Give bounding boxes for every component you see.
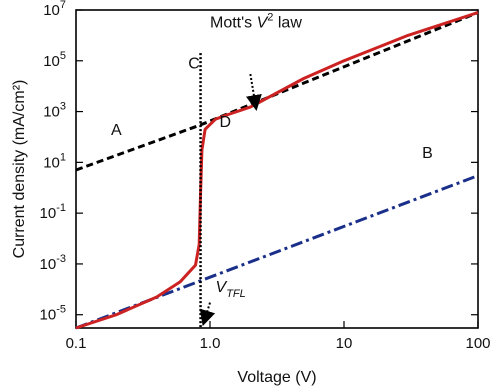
y-tick-label: 103 — [43, 101, 66, 121]
series-line-red — [76, 13, 478, 329]
annotation-layer: A B C D Mott's V2 law VTFL — [111, 12, 433, 323]
y-axis-title: Current density (mA/cm²) — [11, 80, 28, 259]
annotation-d: D — [219, 114, 231, 131]
series-layer — [76, 13, 478, 329]
x-tick-label: 1.0 — [200, 335, 221, 352]
vtfl-label: VTFL — [216, 279, 246, 300]
y-tick-label: 10-1 — [40, 202, 66, 222]
y-tick-label: 105 — [43, 50, 66, 70]
y-axis: 10-5 10-3 10-1 101 103 105 107 — [40, 0, 478, 324]
annotation-a: A — [111, 122, 122, 139]
annotation-b: B — [422, 145, 433, 162]
annotation-c: C — [188, 55, 200, 72]
y-tick-label: 10-3 — [40, 253, 66, 273]
x-axis-title: Voltage (V) — [237, 369, 316, 386]
y-tick-label: 101 — [43, 151, 66, 171]
mott-law-label: Mott's V2 law — [210, 12, 302, 32]
y-tick-label: 10-5 — [40, 304, 66, 324]
x-tick-label: 0.1 — [66, 335, 87, 352]
x-tick-label: 10 — [336, 335, 353, 352]
vtfl-arrow — [204, 303, 210, 323]
y-tick-label: 107 — [43, 0, 66, 19]
x-axis: 0.1 1.0 10 100 — [66, 321, 491, 352]
plot-frame — [76, 10, 478, 328]
x-tick-label: 100 — [465, 335, 490, 352]
